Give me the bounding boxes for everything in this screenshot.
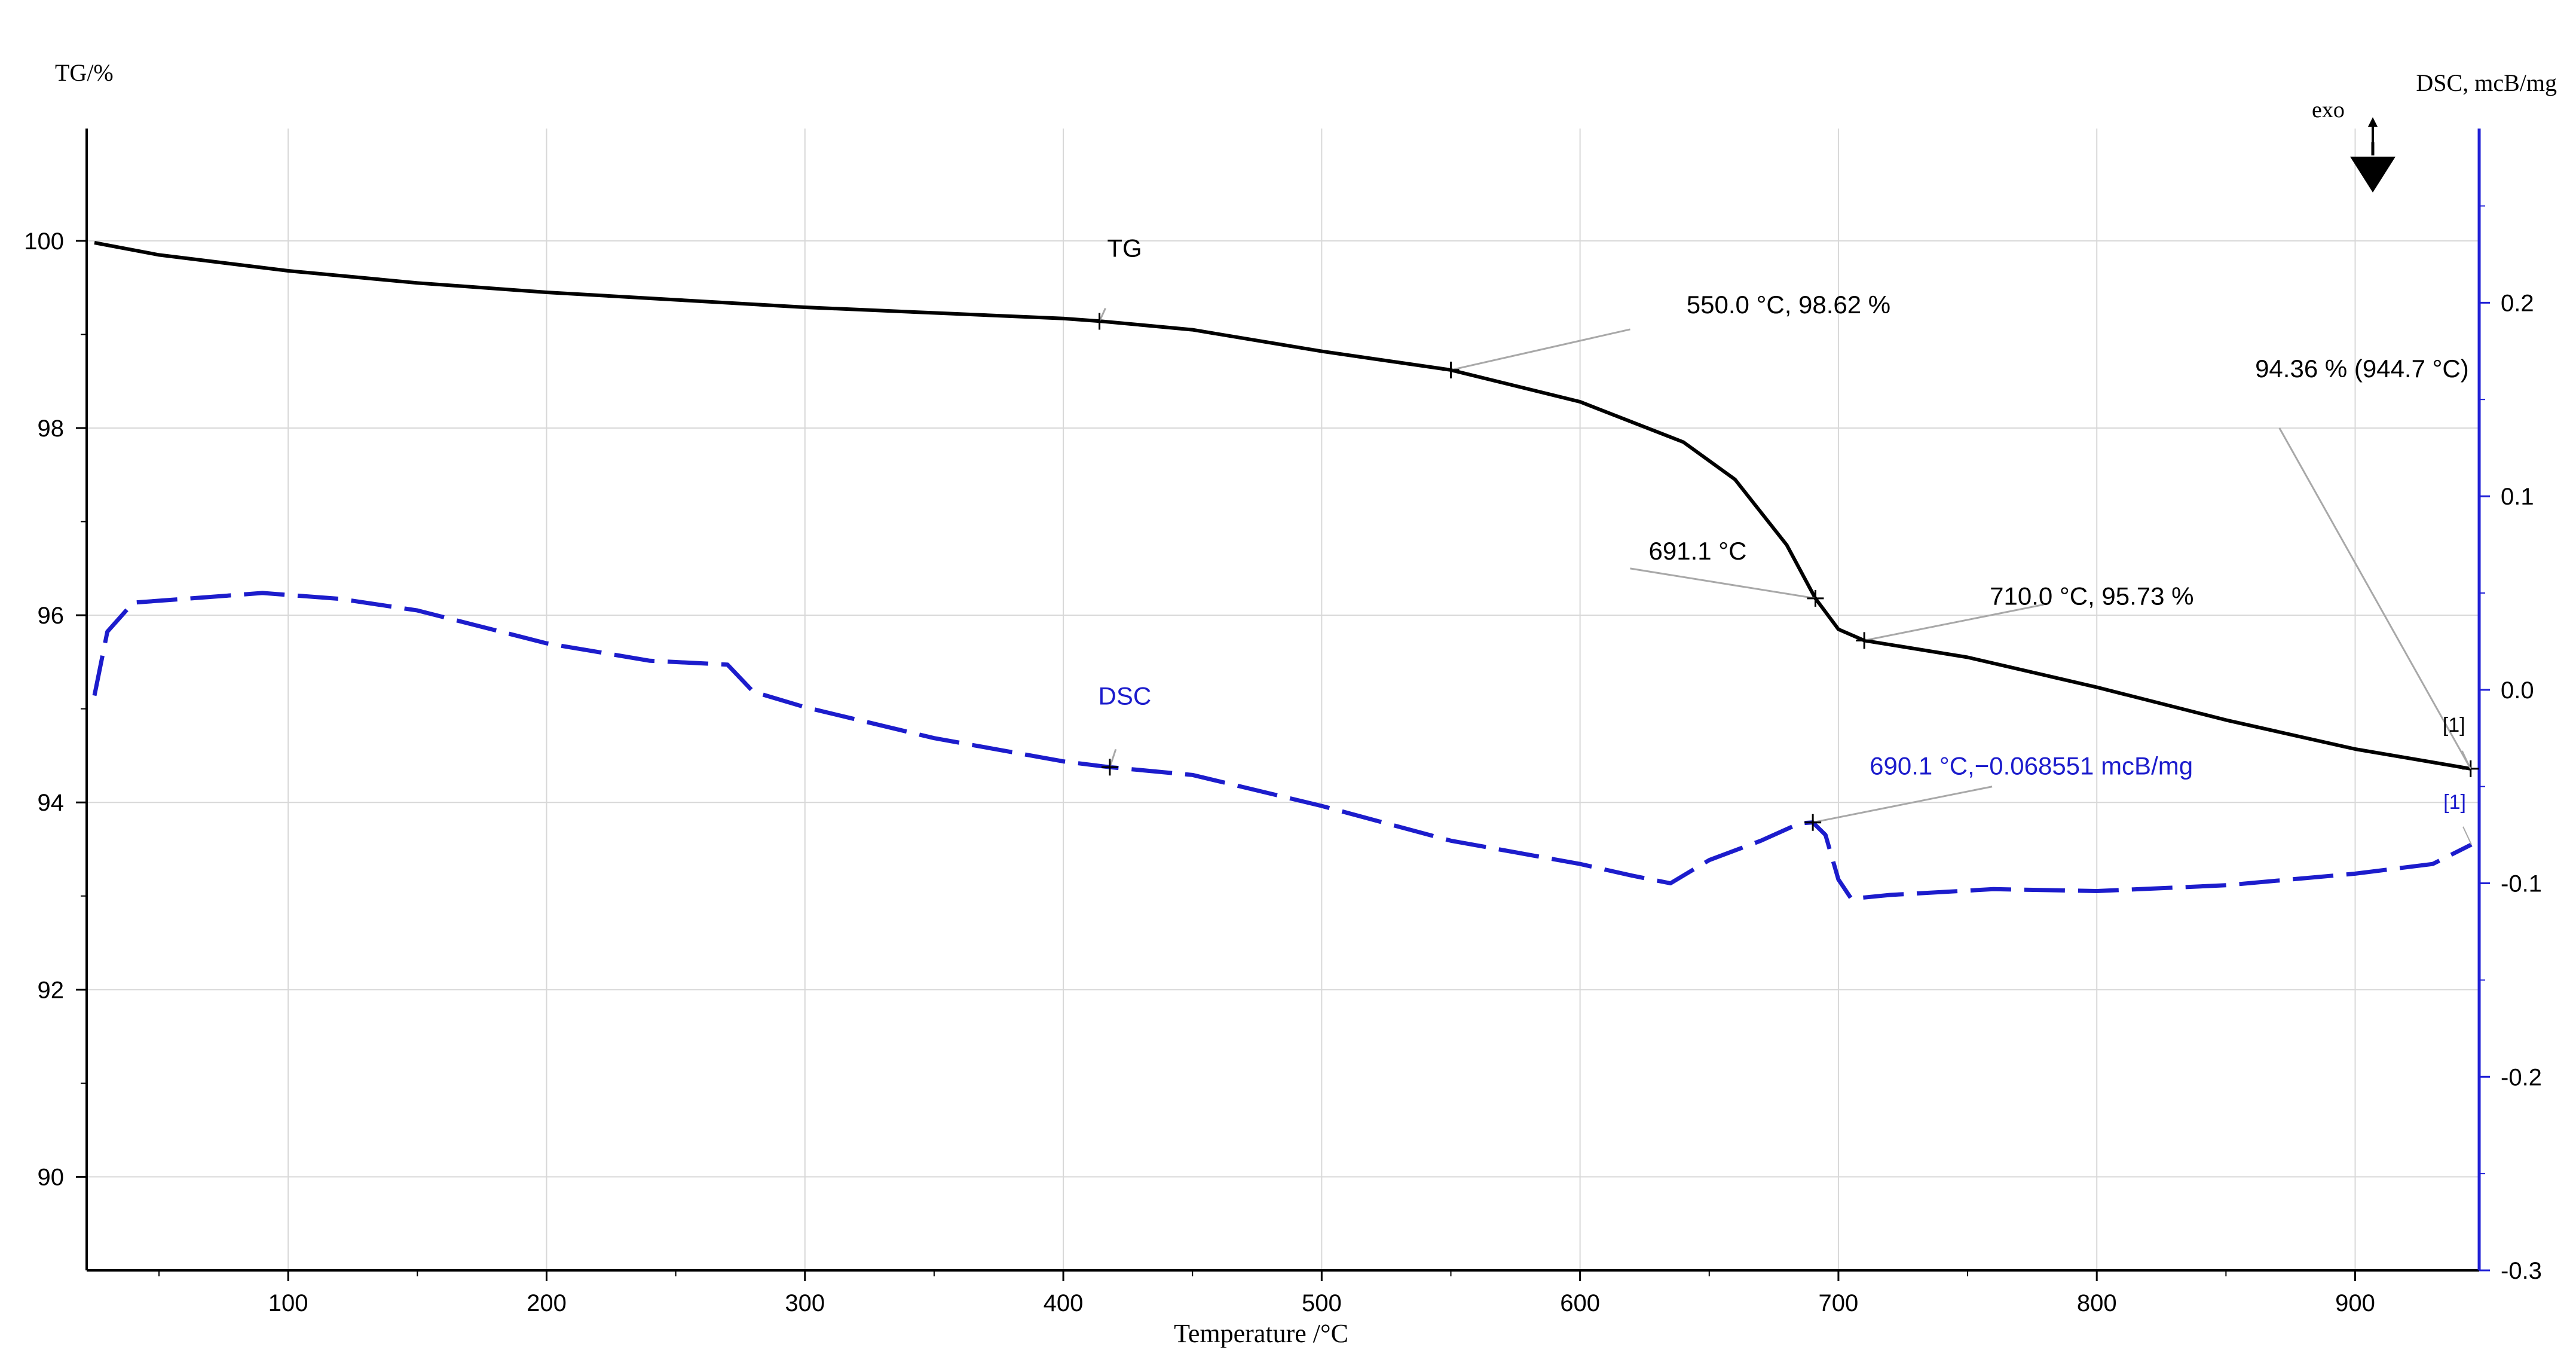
ticks: 100 200 300 400 500 600 700 800 900 90 92 94 96 98 100… [24, 205, 2542, 1316]
annotation-label: [1] [2443, 714, 2465, 737]
x-tick-label: 500 [1302, 1290, 1342, 1316]
end-marker-leader [2461, 750, 2471, 769]
x-tick-label: 200 [527, 1290, 567, 1316]
exo-label: exo [2312, 97, 2345, 123]
x-tick-label: 100 [268, 1290, 308, 1316]
y-right-tick-label: 0.1 [2501, 484, 2534, 510]
x-axis-label: Temperature /°C [1174, 1319, 1348, 1348]
end-marker-leader [2462, 826, 2472, 845]
annotation-leader-line [1630, 567, 1816, 600]
annotation-leader-line [1451, 328, 1630, 371]
annotation-label: TG [1107, 234, 1142, 262]
y-right-tick-label: 0.2 [2501, 290, 2534, 316]
y-left-tick-label: 96 [38, 603, 65, 629]
series-line-dsc [92, 591, 2473, 901]
y-right-tick-label: -0.1 [2501, 871, 2542, 897]
annotation-label: [1] [2443, 791, 2466, 814]
grid [87, 129, 2479, 1270]
x-tick-label: 700 [1819, 1290, 1859, 1316]
y-left-axis-label: TG/% [55, 59, 114, 86]
y-right-tick-label: 0.0 [2501, 677, 2534, 704]
annotation-label: 710.0 °C, 95.73 % [1990, 582, 2193, 610]
y-left-tick-label: 98 [38, 415, 65, 442]
annotation-leader-line [1099, 307, 1106, 322]
y-left-tick-label: 90 [38, 1164, 65, 1190]
exo-arrow-icon [2350, 117, 2396, 192]
x-tick-label: 800 [2077, 1290, 2117, 1316]
y-right-tick-label: -0.2 [2501, 1064, 2542, 1090]
annotation-label: DSC [1099, 682, 1152, 710]
y-left-tick-label: 100 [24, 228, 64, 255]
annotation-leader-line [1864, 603, 2044, 641]
annotation-leader-line [1812, 786, 1993, 824]
y-left-tick-label: 94 [38, 790, 65, 816]
annotation-label: 691.1 °C [1649, 537, 1747, 565]
axes [85, 129, 2481, 1272]
annotation-label: 94.36 % (944.7 °C) [2255, 355, 2469, 383]
y-right-tick-label: -0.3 [2501, 1258, 2542, 1284]
annotations: TG 550.0 °C, 98.62 % 691.1 °C 710.0 °C, 95.… [1091, 234, 2479, 845]
annotation-label: 550.0 °C, 98.62 % [1687, 291, 1890, 319]
annotation-leader-line [2278, 427, 2472, 769]
x-tick-label: 300 [785, 1290, 825, 1316]
y-left-tick-label: 92 [38, 977, 65, 1003]
y-right-axis-label: DSC, mcB/mg [2416, 69, 2557, 96]
x-tick-label: 400 [1044, 1290, 1084, 1316]
x-tick-label: 600 [1560, 1290, 1600, 1316]
x-tick-label: 900 [2335, 1290, 2375, 1316]
annotation-leader-line [1109, 748, 1117, 768]
annotation-label: 690.1 °C,−0.068551 mcB/mg [1870, 752, 2193, 780]
